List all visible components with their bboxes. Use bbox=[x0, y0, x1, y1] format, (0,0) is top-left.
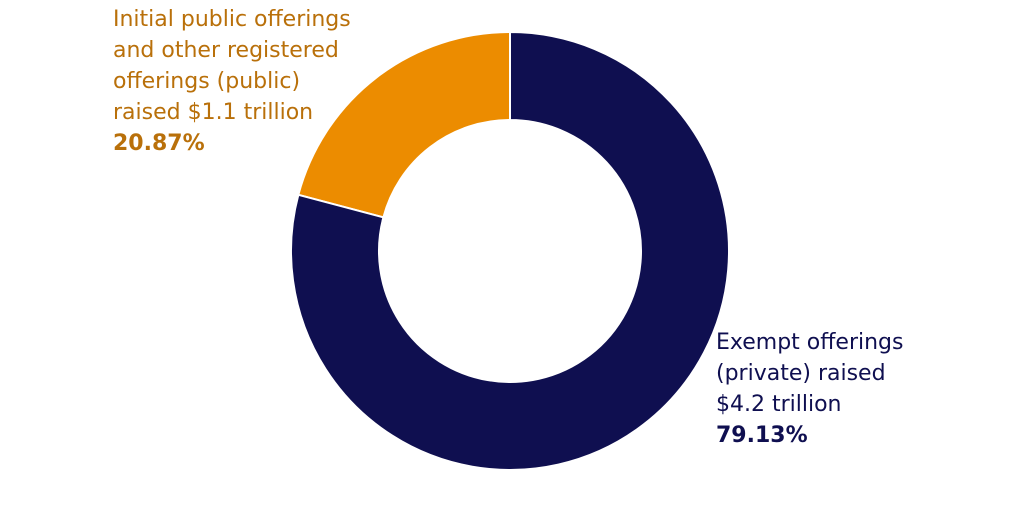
exempt-label-line: $4.2 trillion bbox=[716, 392, 842, 417]
public-label-line: raised $1.1 trillion bbox=[113, 100, 314, 125]
public-offerings-slice bbox=[297, 30, 511, 219]
exempt-label-line: Exempt offerings bbox=[716, 330, 904, 355]
exempt-label-line: (private) raised bbox=[716, 361, 886, 386]
public-offerings-label: Initial public offerings and other regis… bbox=[113, 4, 351, 159]
exempt-offerings-slice bbox=[290, 30, 730, 471]
exempt-offerings-label: Exempt offerings (private) raised $4.2 t… bbox=[716, 327, 903, 451]
public-label-line: and other registered bbox=[113, 38, 339, 63]
public-percentage-label: 20.87% bbox=[113, 131, 205, 156]
exempt-percentage-label: 79.13% bbox=[716, 423, 808, 448]
public-label-line: Initial public offerings bbox=[113, 7, 351, 32]
public-label-line: offerings (public) bbox=[113, 69, 301, 94]
